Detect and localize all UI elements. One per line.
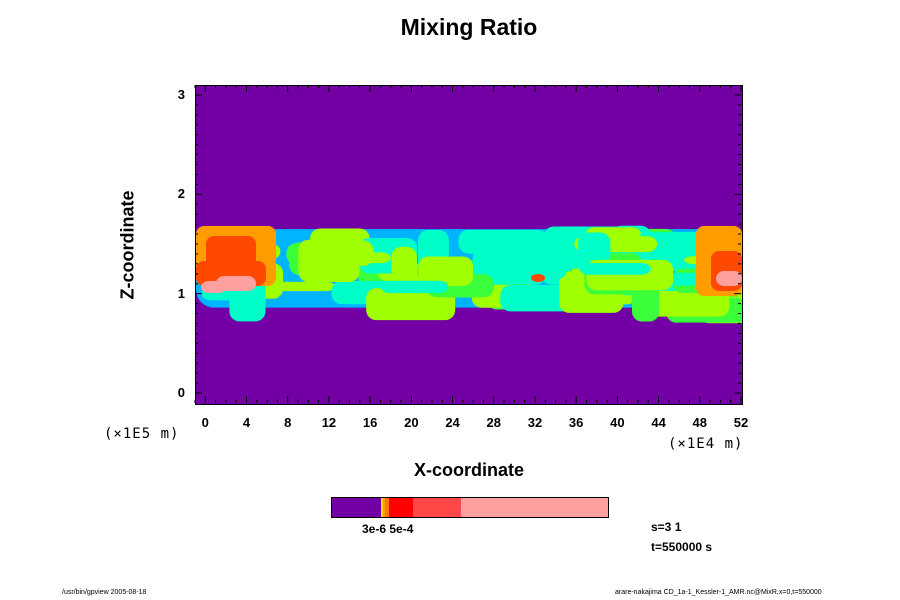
colorbar-segment — [385, 498, 390, 517]
mixing-ratio-blob — [500, 285, 575, 312]
colorbar-segment — [380, 498, 383, 517]
mixing-ratio-blob — [579, 262, 651, 275]
mixing-ratio-blob — [531, 274, 545, 282]
x-tick-label: 0 — [201, 415, 209, 430]
chart-title: Mixing Ratio — [400, 14, 538, 40]
colorbar-segment — [382, 498, 386, 517]
mixing-ratio-blob — [298, 239, 360, 282]
mixing-ratio-blob — [201, 281, 226, 293]
colorbar-segment — [332, 498, 381, 517]
colorbar — [331, 497, 609, 518]
mixing-ratio-blob — [458, 229, 548, 254]
y-tick-label: 0 — [177, 385, 185, 401]
x-tick-label: 36 — [568, 415, 584, 430]
time-text: t=550000 s — [651, 540, 713, 554]
colorbar-segment — [412, 498, 462, 517]
y-tick-label: 2 — [177, 186, 185, 202]
step-text: s=3 1 — [651, 520, 682, 534]
x-tick-label: 24 — [445, 415, 460, 430]
plot-area — [195, 85, 743, 405]
x-scale-label: (×1E4 m) — [668, 436, 744, 452]
colorbar-segment — [461, 498, 608, 517]
x-tick-label: 12 — [321, 415, 337, 430]
x-tick-label: 28 — [486, 415, 501, 430]
mixing-ratio-blob — [267, 281, 336, 292]
footer-command: /usr/bin/gpview 2005-08-18 — [62, 589, 147, 596]
mixing-ratio-blob — [216, 276, 256, 291]
y-tick-label: 3 — [177, 86, 185, 102]
x-tick-label: 20 — [404, 415, 419, 430]
mixing-ratio-blob — [716, 271, 742, 286]
y-axis-label: Z-coordinate — [117, 190, 138, 300]
mixing-ratio-blob — [418, 256, 474, 287]
mixing-ratio-blob — [380, 280, 449, 294]
colorbar-segment — [389, 498, 413, 517]
x-tick-label: 48 — [692, 415, 708, 430]
x-tick-label: 40 — [610, 415, 625, 430]
y-tick-label: 1 — [177, 285, 185, 301]
heatmap-field — [196, 225, 742, 324]
x-tick-label: 8 — [284, 415, 292, 430]
y-scale-label: (×1E5 m) — [104, 426, 180, 442]
mixing-ratio-blob — [578, 232, 611, 265]
x-tick-label: 4 — [242, 415, 251, 430]
mixing-ratio-blob — [631, 283, 660, 322]
x-tick-label: 32 — [527, 415, 543, 430]
mixing-ratio-blob — [391, 246, 417, 289]
mixing-ratio-blob — [472, 248, 546, 285]
x-axis-label: X-coordinate — [413, 460, 524, 480]
footer-source: arare-nakajima CD_1a-1_Kessler-1_AMR.nc@… — [615, 589, 822, 596]
x-tick-label: 44 — [651, 415, 666, 430]
x-tick-label: 52 — [733, 415, 749, 430]
x-tick-label: 16 — [362, 415, 378, 430]
colorbar-label: 3e-6 5e-4 — [362, 522, 414, 536]
